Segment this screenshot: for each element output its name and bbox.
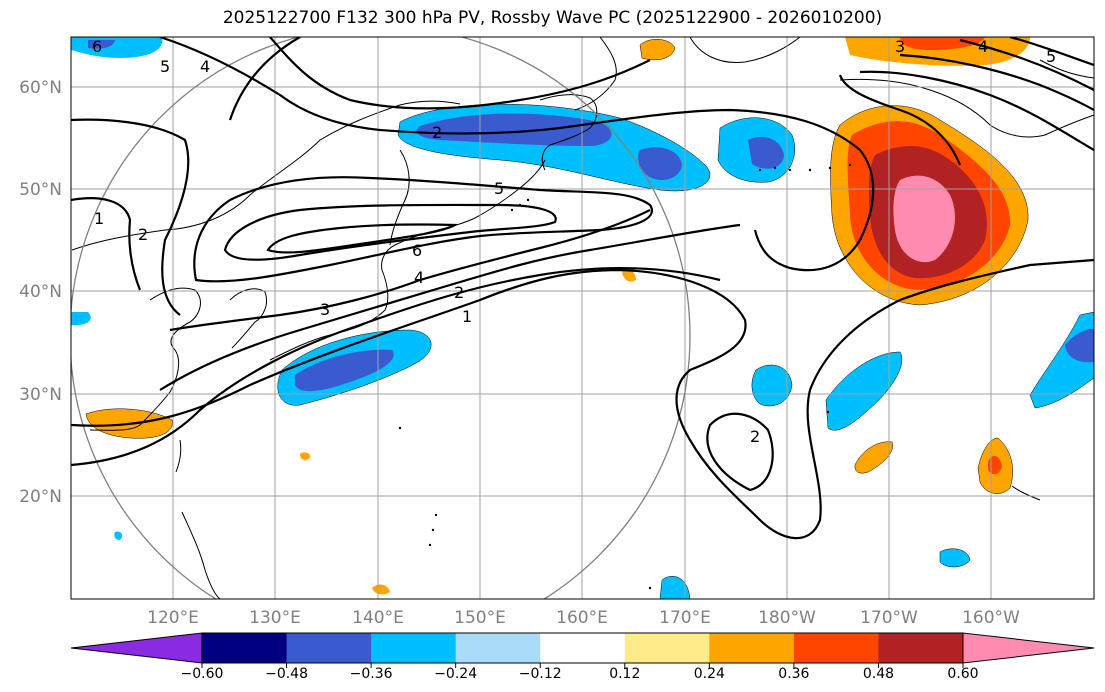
contour-label: 6 [92,37,102,56]
colorbar-tick-label: −0.48 [265,666,308,682]
contour-label: 3 [895,37,905,56]
contour-label: 2 [432,123,442,142]
colorbar-cell [540,633,626,663]
colorbar-cell [963,633,1094,663]
colorbar-cell [793,633,879,663]
contour-label: 4 [978,37,988,56]
negative-anomalies [71,37,1094,599]
contour-label: 4 [200,57,210,76]
island-dots [398,163,852,590]
coastlines [71,37,1094,599]
colorbar-cell [371,633,457,663]
lon-label: 120°E [147,608,199,628]
lat-label: 60°N [19,78,62,98]
lon-label: 130°E [249,608,301,628]
pv-contours [71,37,1094,540]
contour-label: 2 [138,225,148,244]
contour-label: 1 [462,307,472,326]
lon-label: 140°E [352,608,404,628]
region-circle [71,37,691,599]
colorbar-tick-label: −0.36 [350,666,393,682]
lon-label: 180°W [758,608,816,628]
map-frame [70,36,1095,600]
contour-label: 5 [1046,47,1056,66]
contour-label: 3 [320,300,330,319]
latitude-labels: 60°N 50°N 40°N 30°N 20°N [19,78,62,507]
contour-label-group: 6 5 4 2 1 5 6 4 3 2 1 2 2 3 4 5 [92,37,1056,446]
map-area: 6 5 4 2 1 5 6 4 3 2 1 2 2 3 4 5 [71,37,1094,599]
colorbar-ticks: −0.60 −0.48 −0.36 −0.24 −0.12 0.12 0.24 0.36 0.4… [181,663,979,682]
lon-label: 160°W [962,608,1020,628]
lon-label: 170°W [860,608,918,628]
colorbar-cell [624,633,710,663]
colorbar-cell [202,633,288,663]
colorbar-cell [71,633,202,663]
colorbar-cell [286,633,372,663]
colorbar-cell [709,633,795,663]
colorbar-cell [878,633,964,663]
contour-label: 2 [750,427,760,446]
longitude-labels: 120°E 130°E 140°E 150°E 160°E 170°E 180°… [147,608,1020,628]
colorbar-tick-label: −0.12 [519,666,562,682]
lon-label: 170°E [659,608,711,628]
lon-label: 160°E [556,608,608,628]
lat-label: 40°N [19,282,62,302]
colorbar-tick-label: −0.24 [434,666,477,682]
lat-label: 20°N [19,487,62,507]
colorbar-tick-label: 0.48 [863,666,894,682]
colorbar-tick-label: 0.60 [947,666,978,682]
contour-label: 4 [414,268,424,287]
colorbar-cell [455,633,541,663]
colorbar-frame [201,632,964,664]
figure-title: 2025122700 F132 300 hPa PV, Rossby Wave … [222,8,883,28]
colorbar-tick-label: −0.60 [181,666,224,682]
contour-label: 6 [412,241,422,260]
colorbar-tick-label: 0.12 [609,666,640,682]
colorbar-tick-label: 0.36 [778,666,809,682]
contour-label: 5 [160,57,170,76]
contour-label: 2 [454,283,464,302]
positive-anomalies [85,37,1030,595]
colorbar-cells [71,633,1094,663]
lat-label: 50°N [19,180,62,200]
lat-label: 30°N [19,385,62,405]
contour-label: 5 [494,179,504,198]
lon-label: 150°E [454,608,506,628]
contour-label: 1 [94,209,104,228]
colorbar-tick-label: 0.24 [694,666,725,682]
colorbar: −0.60 −0.48 −0.36 −0.24 −0.12 0.12 0.24 0.36 0.4… [70,632,1095,682]
